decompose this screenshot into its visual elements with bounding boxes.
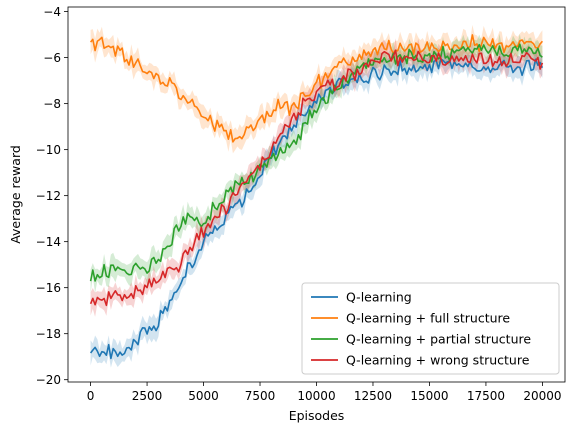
x-tick-label: 20000 — [523, 389, 561, 403]
series-band — [90, 48, 543, 368]
confidence-bands — [90, 24, 543, 368]
y-tick-label: −4 — [43, 5, 61, 19]
x-tick-label: 5000 — [188, 389, 219, 403]
x-tick-label: 17500 — [467, 389, 505, 403]
legend-label: Q-learning — [346, 290, 412, 305]
y-tick-label: −18 — [36, 327, 61, 341]
series-line — [89, 34, 544, 143]
y-tick-label: −12 — [36, 189, 61, 203]
series-line — [89, 58, 544, 360]
y-tick-label: −10 — [36, 143, 61, 157]
x-tick-label: 15000 — [410, 389, 448, 403]
x-tick-label: 7500 — [245, 389, 276, 403]
y-axis-title: Average reward — [8, 145, 23, 244]
series-band — [90, 33, 543, 293]
x-tick-label: 10000 — [297, 389, 335, 403]
legend: Q-learning Q-learning + full structure Q-l… — [301, 282, 560, 375]
y-tick-label: −14 — [36, 235, 61, 249]
series-line — [89, 43, 543, 282]
y-tick-label: −16 — [36, 281, 61, 295]
series-lines — [89, 34, 544, 360]
series-band — [90, 38, 543, 317]
y-tick-label: −20 — [36, 373, 61, 387]
y-tick-label: −8 — [43, 97, 61, 111]
legend-label: Q-learning + partial structure — [346, 332, 531, 347]
legend-label: Q-learning + wrong structure — [346, 353, 530, 368]
y-axis: −20 −18 −16 −14 −12 −10 −8 −6 −4 — [36, 5, 68, 387]
y-tick-label: −6 — [43, 51, 61, 65]
series-line — [89, 49, 544, 307]
legend-label: Q-learning + full structure — [346, 311, 510, 326]
legend-box — [301, 282, 560, 375]
x-tick-label: 2500 — [132, 389, 163, 403]
x-tick-label: 0 — [87, 389, 95, 403]
x-tick-label: 12500 — [354, 389, 392, 403]
x-axis: 0 2500 5000 7500 10000 12500 15000 17500 20000 — [87, 382, 562, 403]
x-axis-title: Episodes — [289, 408, 345, 423]
series-band — [90, 24, 543, 154]
